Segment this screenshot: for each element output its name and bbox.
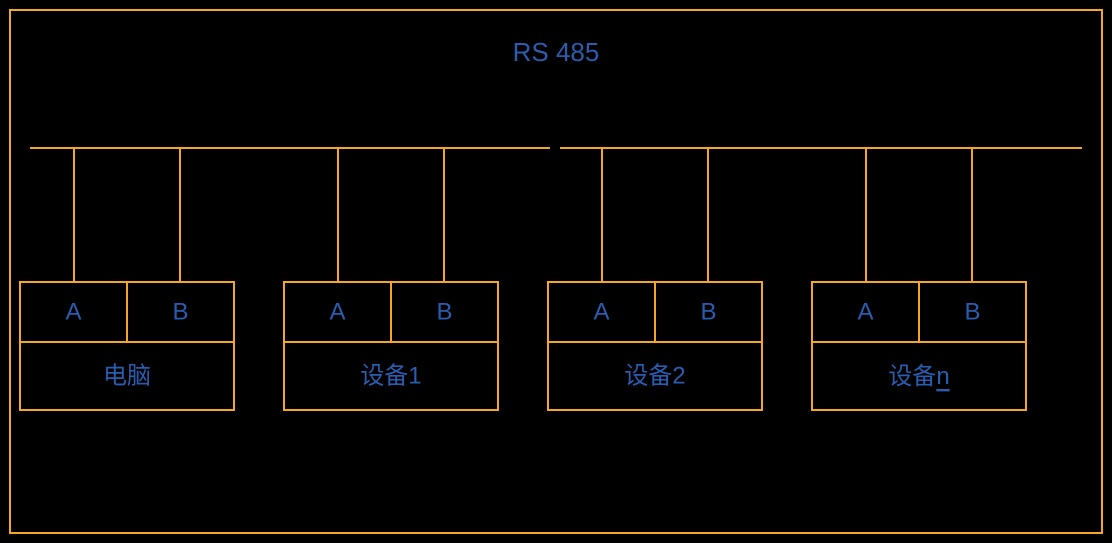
port-a-label: A [329,299,345,326]
port-b-label: B [436,299,452,326]
rs485-diagram: RS 485 A B 电脑 A B 设备1 A B 设备2 A B 设备n [0,0,1112,543]
port-b-label: B [700,299,716,326]
device-label: 设备n [888,363,949,390]
device-label: 设备2 [624,363,685,390]
diagram-title: RS 485 [513,37,600,67]
main-frame [10,10,1102,533]
device-box: A B 电脑 [20,282,234,410]
port-b-label: B [172,299,188,326]
device-label: 电脑 [103,363,151,390]
drop-lines-group [74,148,972,282]
port-a-label: A [593,299,609,326]
device-label: 设备1 [360,363,421,390]
port-a-label: A [857,299,873,326]
device-box: A B 设备1 [284,282,498,410]
port-a-label: A [65,299,81,326]
devices-group: A B 电脑 A B 设备1 A B 设备2 A B 设备n [20,282,1026,410]
port-b-label: B [964,299,980,326]
device-box: A B 设备n [812,282,1026,410]
device-box: A B 设备2 [548,282,762,410]
